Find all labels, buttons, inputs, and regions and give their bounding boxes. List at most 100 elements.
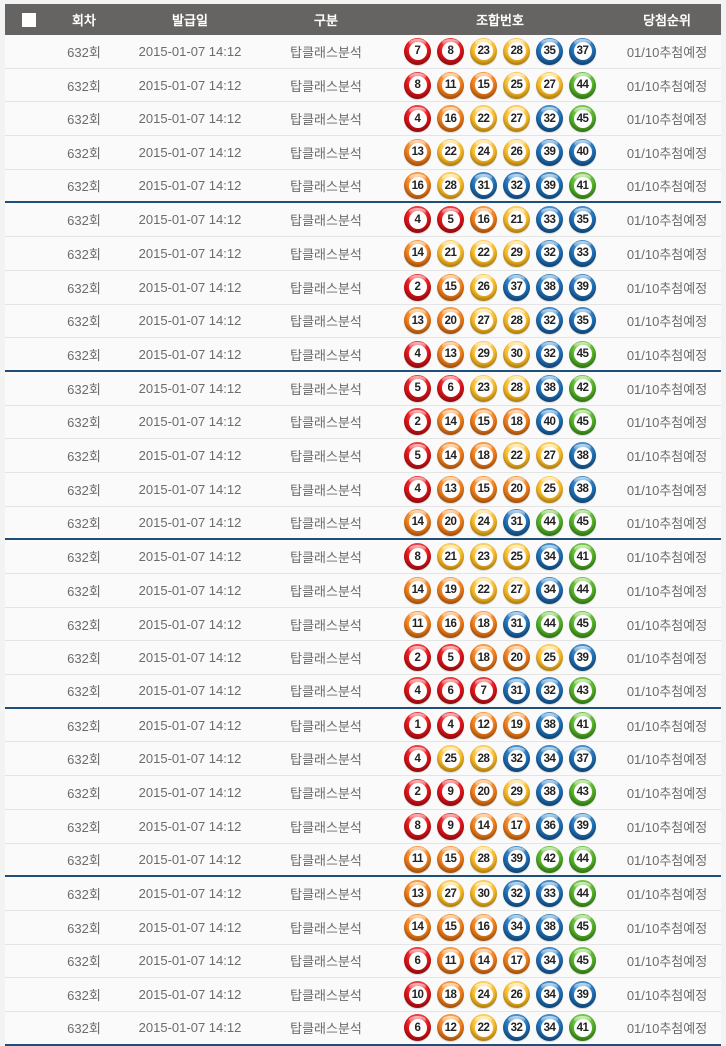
table-row: 632회 2015-01-07 14:12 탑클래스분석 7 8 23 28 35 37 …: [5, 35, 721, 69]
rank-cell: 01/10추첨예정: [626, 78, 708, 94]
table-row: 632회 2015-01-07 14:12 탑클래스분석 8 11 15 25 27 44…: [5, 68, 721, 103]
lotto-ball-red: 4: [404, 105, 431, 133]
lotto-ball-yellow: 24: [470, 981, 497, 1009]
issue-date-cell: 2015-01-07 14:12: [138, 751, 242, 767]
lotto-ball-yellow: 23: [470, 37, 497, 65]
lotto-ball-number: 30: [474, 884, 493, 903]
lotto-ball-yellow: 22: [470, 576, 497, 604]
lotto-ball-blue: 34: [503, 913, 530, 941]
select-all-checkbox[interactable]: [22, 12, 36, 27]
lotto-ball-number: 21: [507, 210, 526, 229]
issue-date-cell: 2015-01-07 14:12: [138, 245, 242, 261]
lotto-ball-green: 45: [569, 340, 596, 368]
lotto-ball-yellow: 28: [503, 307, 530, 335]
rank-cell: 01/10추첨예정: [626, 280, 708, 296]
lotto-ball-orange: 13: [404, 307, 431, 335]
lotto-ball-number: 30: [507, 345, 526, 364]
lotto-ball-number: 14: [441, 412, 460, 431]
lotto-ball-number: 27: [507, 109, 526, 128]
table-row: 632회 2015-01-07 14:12 탑클래스분석 8 9 14 17 36 39 …: [5, 809, 721, 844]
category-cell: 탑클래스분석: [290, 1021, 362, 1037]
lotto-ball-number: 39: [573, 278, 592, 297]
lotto-ball-number: 12: [441, 1018, 460, 1037]
lotto-ball-number: 31: [507, 681, 526, 700]
lotto-ball-green: 42: [569, 374, 596, 402]
issue-date-cell: 2015-01-07 14:12: [138, 987, 242, 1003]
lotto-ball-number: 5: [408, 446, 427, 465]
lotto-ball-orange: 16: [437, 105, 464, 133]
table-row: 632회 2015-01-07 14:12 탑클래스분석 4 16 22 27 32 45…: [5, 102, 721, 137]
lotto-ball-blue: 37: [569, 37, 596, 65]
lotto-ball-red: 5: [437, 206, 464, 234]
lotto-ball-number: 4: [441, 716, 460, 735]
issue-date-cell: 2015-01-07 14:12: [138, 1020, 242, 1036]
lotto-ball-orange: 20: [437, 508, 464, 536]
round-cell: 632회: [67, 920, 101, 936]
lotto-ball-number: 43: [573, 681, 592, 700]
lotto-ball-orange: 11: [404, 845, 431, 873]
lotto-ball-red: 6: [404, 947, 431, 975]
lotto-ball-blue: 38: [536, 273, 563, 301]
table-row: 632회 2015-01-07 14:12 탑클래스분석 1 4 12 19 38 41 …: [5, 708, 721, 743]
combination-balls-cell: 4 13 29 30 32 45: [387, 340, 613, 368]
lotto-ball-red: 7: [470, 677, 497, 705]
lotto-ball-number: 45: [573, 412, 592, 431]
lotto-ball-number: 22: [474, 109, 493, 128]
round-cell: 632회: [67, 651, 101, 667]
lotto-ball-yellow: 25: [437, 745, 464, 773]
issue-date-cell: 2015-01-07 14:12: [138, 582, 242, 598]
lotto-ball-blue: 38: [536, 374, 563, 402]
lotto-ball-blue: 35: [569, 206, 596, 234]
column-header-category: 구분: [314, 13, 338, 28]
lotto-ball-red: 5: [404, 442, 431, 470]
lotto-ball-number: 32: [507, 884, 526, 903]
combination-balls-cell: 16 28 31 32 39 41: [387, 172, 613, 200]
lotto-ball-yellow: 21: [503, 206, 530, 234]
lotto-ball-blue: 32: [536, 239, 563, 267]
lotto-ball-yellow: 21: [437, 543, 464, 571]
lotto-ball-number: 26: [507, 985, 526, 1004]
lotto-ball-blue: 33: [536, 206, 563, 234]
issue-date-cell: 2015-01-07 14:12: [138, 919, 242, 935]
lotto-ball-orange: 15: [437, 845, 464, 873]
lotto-ball-red: 10: [404, 981, 431, 1009]
lotto-ball-yellow: 26: [470, 273, 497, 301]
table-header: 회차 발급일 구분 조합번호 당첨순위: [5, 4, 721, 35]
lotto-ball-number: 18: [474, 446, 493, 465]
category-cell: 탑클래스분석: [290, 347, 362, 363]
category-cell: 탑클래스분석: [290, 887, 362, 903]
lotto-ball-orange: 17: [503, 812, 530, 840]
combination-balls-cell: 4 5 16 21 33 35: [387, 206, 613, 234]
lotto-ball-number: 32: [540, 244, 559, 263]
lotto-ball-number: 41: [573, 1018, 592, 1037]
lotto-ball-number: 24: [474, 143, 493, 162]
lotto-ball-number: 14: [408, 918, 427, 937]
lotto-ball-orange: 17: [503, 947, 530, 975]
lotto-ball-number: 32: [540, 311, 559, 330]
lotto-ball-orange: 13: [437, 340, 464, 368]
round-cell: 632회: [67, 852, 101, 868]
combination-balls-cell: 5 14 18 22 27 38: [387, 442, 613, 470]
lotto-ball-yellow: 28: [470, 845, 497, 873]
table-row: 632회 2015-01-07 14:12 탑클래스분석 6 11 14 17 34 45…: [5, 944, 721, 979]
lotto-ball-number: 28: [507, 42, 526, 61]
issue-date-cell: 2015-01-07 14:12: [138, 616, 242, 632]
rank-cell: 01/10추첨예정: [626, 718, 708, 734]
lotto-ball-green: 43: [569, 778, 596, 806]
lotto-ball-orange: 11: [404, 610, 431, 638]
lotto-ball-yellow: 26: [503, 138, 530, 166]
lotto-ball-blue: 38: [569, 442, 596, 470]
lotto-ball-number: 22: [507, 446, 526, 465]
lotto-ball-red: 1: [404, 711, 431, 739]
lotto-ball-number: 34: [507, 918, 526, 937]
lotto-ball-red: 4: [437, 711, 464, 739]
category-cell: 탑클래스분석: [290, 785, 362, 801]
rank-cell: 01/10추첨예정: [626, 246, 708, 262]
lotto-ball-yellow: 25: [536, 475, 563, 503]
lotto-ball-number: 17: [507, 817, 526, 836]
lotto-ball-number: 4: [408, 480, 427, 499]
lotto-ball-blue: 35: [569, 307, 596, 335]
rank-cell: 01/10추첨예정: [626, 852, 708, 868]
lotto-ball-red: 5: [437, 644, 464, 672]
issue-date-cell: 2015-01-07 14:12: [138, 178, 242, 194]
